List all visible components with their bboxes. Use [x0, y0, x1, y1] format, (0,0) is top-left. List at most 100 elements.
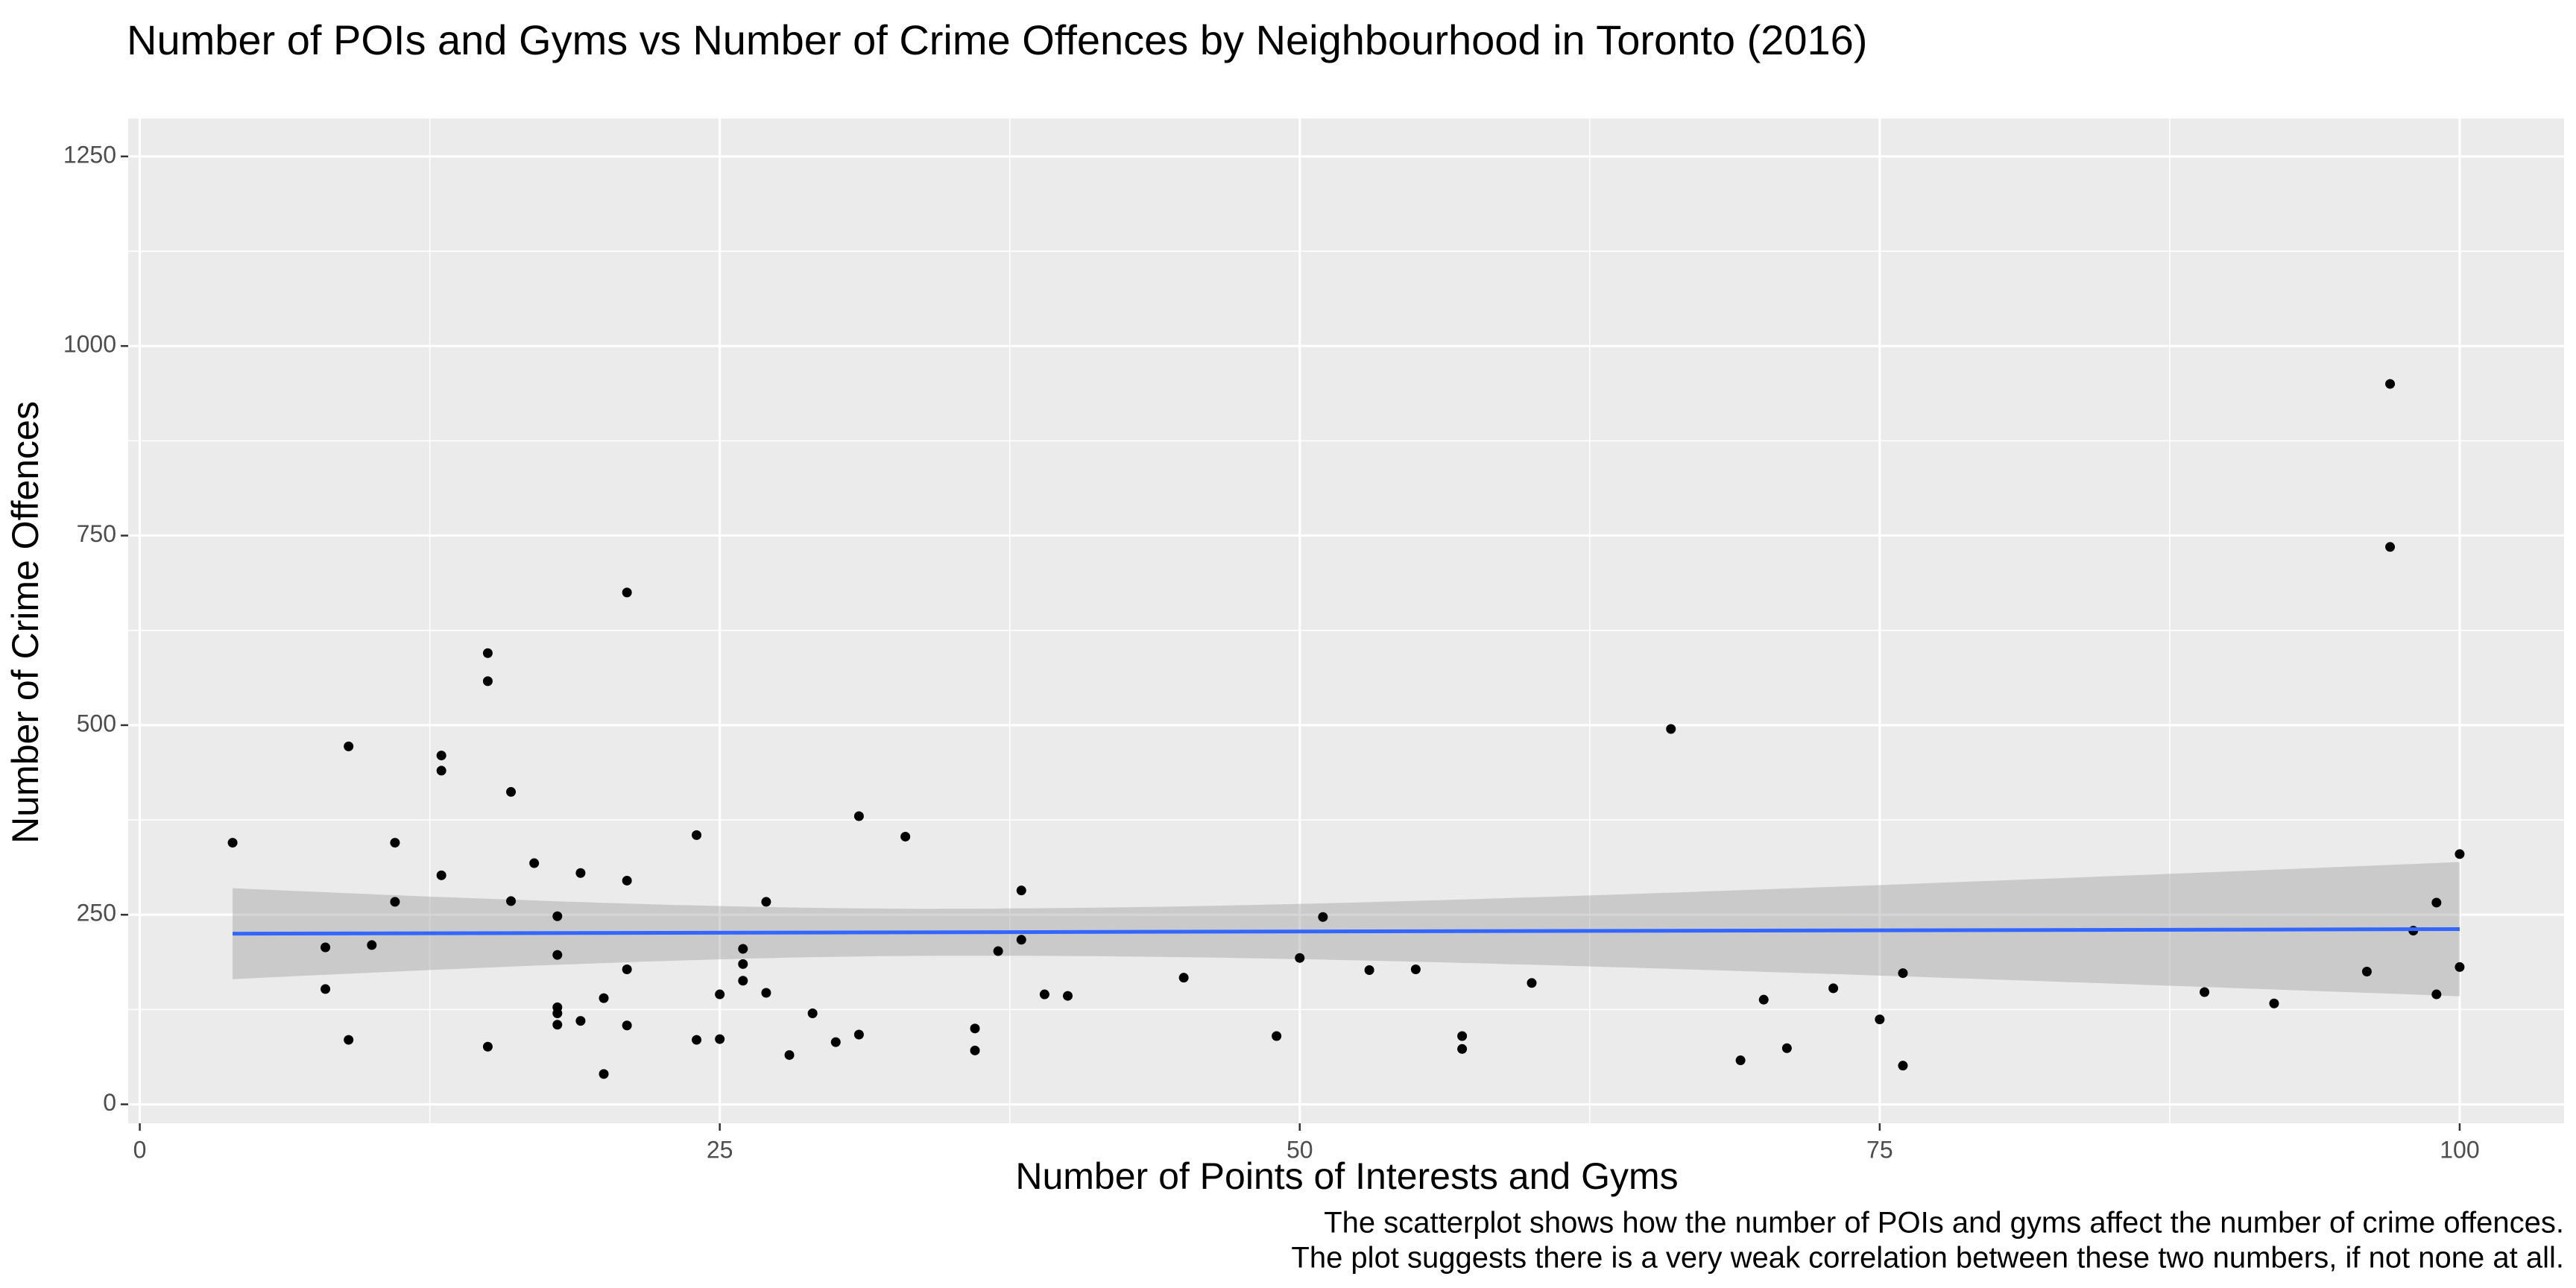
x-tick-label: 50: [1287, 1136, 1313, 1163]
data-point: [506, 786, 517, 797]
data-point: [367, 940, 377, 950]
data-point: [784, 1049, 795, 1060]
data-point: [1016, 935, 1026, 945]
data-point: [344, 1035, 354, 1045]
y-tick-label: 750: [77, 520, 116, 547]
data-point: [599, 1069, 609, 1079]
data-point: [1898, 968, 1908, 979]
data-points: [227, 379, 2465, 1079]
data-point: [993, 946, 1003, 956]
y-tick-label: 1250: [63, 141, 116, 168]
data-point: [622, 875, 632, 886]
data-point: [1735, 1055, 1746, 1066]
data-point: [436, 870, 446, 880]
data-point: [2455, 962, 2465, 972]
data-point: [900, 831, 911, 842]
data-point: [1039, 989, 1049, 1000]
data-point: [2385, 379, 2396, 389]
data-point: [1781, 1043, 1792, 1053]
data-point: [390, 838, 400, 848]
trend-line-layer: [233, 927, 2460, 936]
data-point: [321, 942, 331, 953]
caption-line-2: The plot suggests there is a very weak c…: [1291, 1242, 2564, 1275]
data-point: [738, 944, 748, 954]
chart-title: Number of POIs and Gyms vs Number of Cri…: [127, 16, 1867, 63]
confidence-band: [233, 862, 2460, 997]
y-tick-label: 1000: [63, 331, 116, 358]
data-point: [692, 1035, 702, 1045]
data-point: [715, 989, 725, 1000]
data-point: [1063, 991, 1073, 1001]
data-point: [622, 1020, 632, 1031]
data-point: [1178, 973, 1189, 983]
data-point: [599, 993, 609, 1003]
data-point: [1875, 1014, 1885, 1025]
confidence-band-layer: [233, 862, 2460, 997]
data-point: [1898, 1061, 1908, 1071]
data-point: [2269, 998, 2279, 1008]
plot-panel: [128, 119, 2564, 1123]
data-point: [1272, 1031, 1282, 1041]
x-tick-label: 100: [2440, 1136, 2479, 1163]
data-point: [2455, 849, 2465, 859]
data-point: [506, 896, 517, 906]
data-point: [692, 830, 702, 840]
y-tick-label: 250: [77, 900, 116, 926]
data-point: [321, 984, 331, 994]
data-point: [436, 751, 446, 761]
data-point: [1364, 965, 1374, 975]
data-point: [529, 858, 540, 868]
y-tick-label: 500: [77, 710, 116, 736]
x-tick-label: 75: [1866, 1136, 1893, 1163]
major-gridlines: [128, 119, 2564, 1123]
data-point: [552, 1020, 563, 1030]
data-point: [227, 838, 238, 848]
data-point: [622, 964, 632, 974]
data-point: [738, 959, 748, 969]
trend-line: [233, 927, 2460, 936]
data-point: [761, 897, 771, 907]
data-point: [761, 988, 771, 998]
data-point: [807, 1008, 818, 1018]
data-point: [1295, 953, 1305, 963]
caption-line-1: The scatterplot shows how the number of …: [1324, 1207, 2564, 1240]
data-point: [482, 676, 493, 686]
data-point: [830, 1037, 841, 1047]
data-point: [1457, 1044, 1468, 1054]
x-tick-label: 25: [707, 1136, 733, 1163]
data-point: [390, 897, 400, 907]
data-point: [1758, 994, 1769, 1005]
x-axis-title: Number of Points of Interests and Gyms: [1015, 1155, 1678, 1197]
data-point: [552, 911, 563, 921]
y-axis: 0 250 500 750 1000 1250: [63, 141, 128, 1116]
data-point: [853, 1029, 864, 1040]
data-point: [552, 950, 563, 960]
data-point: [853, 811, 864, 821]
data-point: [1318, 912, 1328, 922]
minor-gridlines: [128, 119, 2564, 1123]
x-axis: 0 25 50 75 100: [133, 1123, 2480, 1163]
data-point: [575, 1016, 586, 1026]
y-axis-title: Number of Crime Offences: [4, 401, 46, 844]
data-point: [482, 1041, 493, 1052]
data-point: [1666, 724, 1676, 734]
data-point: [970, 1023, 980, 1034]
data-point: [344, 741, 354, 751]
data-point: [970, 1045, 980, 1055]
data-point: [575, 868, 586, 878]
data-point: [1828, 983, 1839, 994]
data-point: [2200, 987, 2210, 997]
data-point: [2431, 989, 2442, 1000]
data-point: [1527, 978, 1537, 988]
data-point: [2385, 542, 2396, 552]
data-point: [1410, 964, 1421, 974]
data-point: [622, 587, 632, 598]
data-point: [738, 976, 748, 986]
data-point: [1016, 886, 1026, 896]
data-point: [1457, 1031, 1468, 1041]
data-point: [715, 1034, 725, 1044]
x-tick-label: 0: [133, 1136, 147, 1163]
data-point: [482, 648, 493, 658]
data-point: [436, 765, 446, 776]
